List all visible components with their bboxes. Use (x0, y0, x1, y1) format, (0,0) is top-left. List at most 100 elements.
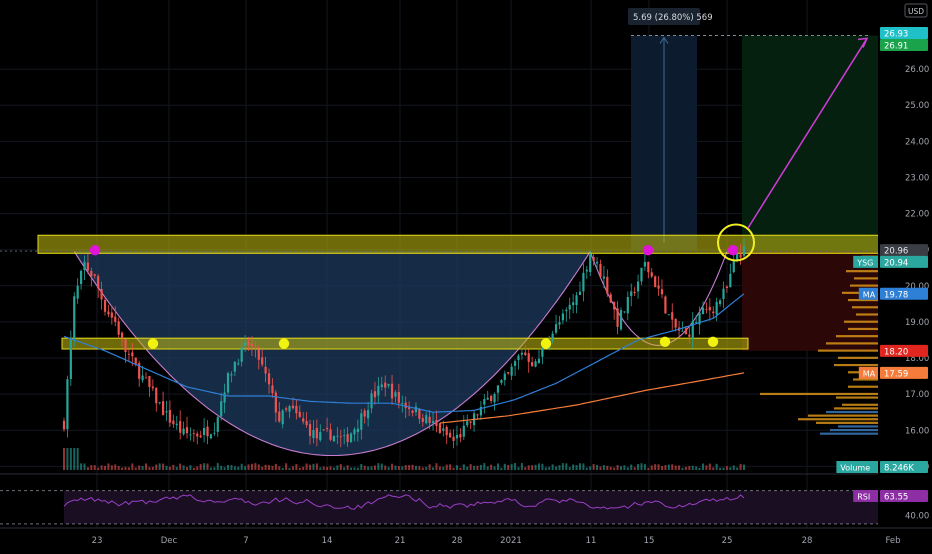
candle (623, 311, 626, 314)
candle-body (346, 434, 349, 443)
volume-profile-bar (856, 313, 878, 316)
volume-bar (370, 466, 373, 470)
volume-bar (165, 465, 168, 470)
volume-bar (196, 466, 199, 470)
candle (613, 301, 616, 320)
candle-body (349, 433, 353, 443)
candle-body (322, 429, 325, 431)
volume-profile-bar (834, 407, 878, 410)
candle (257, 345, 260, 370)
last-price-badge-value: 20.96 (884, 247, 908, 257)
y-tick-label: 22.00 (905, 210, 929, 220)
measure-label: 5.69 (26.80%) 569 (633, 13, 713, 23)
candle-body (220, 401, 223, 417)
x-tick-label: Feb (885, 536, 900, 546)
candle (240, 338, 243, 367)
candle (329, 423, 332, 442)
candle (469, 420, 472, 429)
candle (206, 420, 209, 445)
volume-bar (319, 467, 322, 470)
candle-body (435, 419, 438, 426)
volume-bar (175, 467, 178, 470)
volume-bar (527, 465, 530, 470)
candle (93, 273, 96, 279)
ma-slow-line (439, 372, 745, 424)
candle-body (90, 270, 93, 277)
candle (302, 412, 305, 425)
volume-bar (192, 467, 195, 470)
candle (421, 413, 424, 427)
x-tick-label: 23 (92, 536, 103, 546)
candle (278, 402, 281, 423)
candle-body (510, 366, 513, 376)
candle-body (179, 421, 182, 433)
candles (62, 238, 746, 449)
candle-body (134, 357, 137, 364)
volume-bar (86, 467, 89, 470)
candle-body (199, 435, 202, 438)
ma-slow-badge-tag-label: MA (863, 369, 876, 378)
candle (647, 261, 650, 279)
volume-bar (633, 467, 636, 470)
candle-body (595, 261, 599, 264)
candle-body (131, 352, 134, 357)
candle (414, 402, 418, 416)
candle (449, 429, 452, 438)
candle (671, 303, 674, 330)
ma-fast-badge-tag-label: MA (863, 290, 876, 299)
candle (517, 353, 520, 370)
volume-bar (602, 465, 605, 470)
candle (356, 419, 359, 442)
candle (244, 335, 247, 352)
candle (182, 421, 185, 436)
y-tick-label: 24.00 (905, 137, 929, 147)
candle (336, 427, 339, 444)
volume-bar (134, 467, 137, 470)
volume-bar (384, 465, 387, 470)
x-tick-label: 25 (722, 536, 733, 546)
candle-body (387, 384, 390, 386)
candle-body (353, 429, 356, 435)
candle-body (554, 324, 558, 333)
candle (110, 305, 113, 325)
candle-body (404, 402, 407, 409)
candle-body (609, 294, 612, 303)
candle-body (414, 406, 418, 413)
volume-bar (107, 463, 110, 470)
candle-body (175, 423, 178, 426)
volume-profile-bar (853, 378, 878, 381)
candle (185, 416, 189, 439)
candle (589, 251, 592, 277)
volume-bar (127, 467, 130, 470)
volume-bar (168, 466, 171, 470)
candle (69, 330, 72, 386)
candle (701, 301, 705, 315)
candle-body (380, 384, 383, 388)
volume-bar (674, 465, 677, 470)
volume-bar (568, 467, 571, 470)
candle-body (86, 262, 90, 271)
candle (568, 297, 571, 320)
candle-body (732, 260, 735, 273)
target-top-badge (880, 27, 928, 39)
candle-body (483, 399, 486, 405)
volume-bar (449, 464, 452, 470)
volume-bar (637, 463, 640, 470)
volume-bar (203, 463, 206, 470)
candle-body (271, 385, 274, 394)
candle-body (520, 352, 523, 355)
candle-body (278, 411, 281, 422)
currency-button[interactable] (904, 3, 928, 18)
volume-bar (121, 467, 124, 470)
candle (199, 430, 202, 439)
candle-body (602, 276, 605, 279)
candle (213, 422, 216, 436)
volume-bar (561, 463, 564, 470)
candle-body (93, 274, 96, 276)
candle (411, 409, 414, 417)
volume-badge-tag-label: Volume (840, 464, 870, 473)
candle-body (558, 322, 561, 325)
candle (343, 428, 346, 445)
